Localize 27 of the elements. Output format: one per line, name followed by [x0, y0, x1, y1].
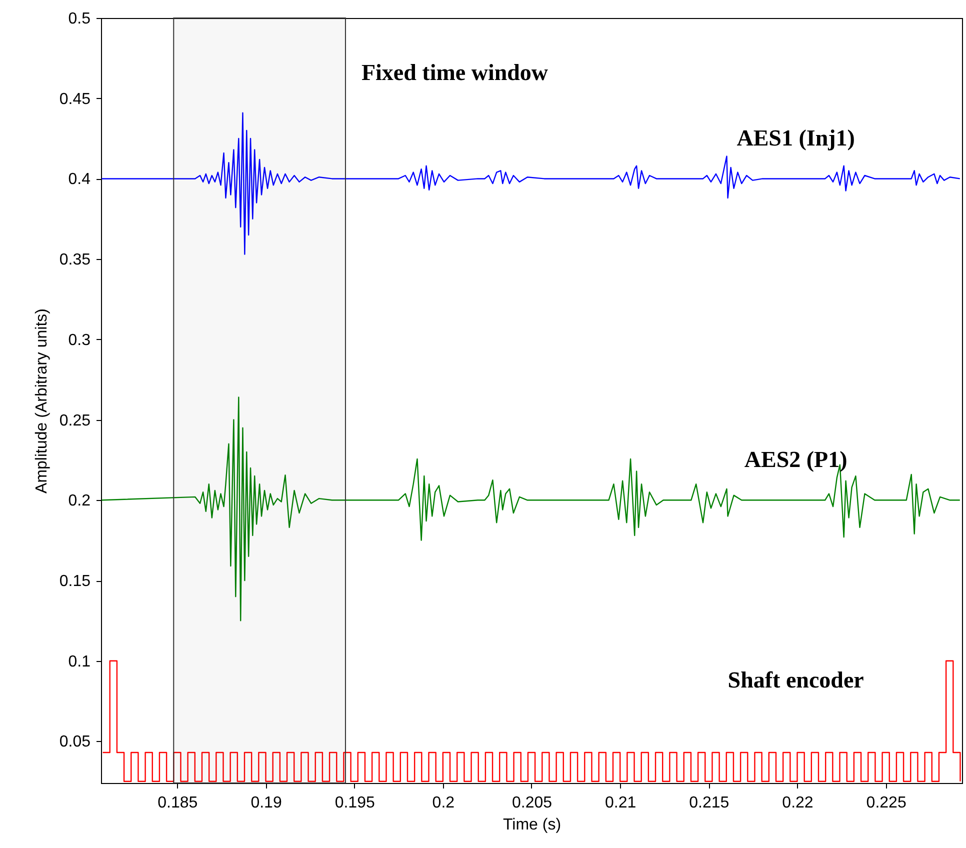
x-tick-label: 0.22 [782, 794, 814, 812]
x-tick-label: 0.225 [866, 794, 906, 812]
y-tick-label: 0.45 [59, 90, 91, 108]
x-tick-label: 0.2 [432, 794, 455, 812]
x-tick-label: 0.19 [250, 794, 282, 812]
x-tick-label: 0.21 [605, 794, 636, 812]
x-axis-title: Time (s) [502, 816, 562, 834]
y-tick-label: 0.3 [68, 332, 91, 349]
y-tick-label: 0.05 [59, 734, 91, 751]
y-axis-title: Amplitude (Arbitrary units) [33, 308, 50, 494]
series-label: AES2 (P1) [744, 447, 848, 472]
band-label: Fixed time window [361, 60, 548, 85]
line-series [101, 112, 960, 255]
y-tick-label: 0.25 [59, 412, 91, 430]
y-tick-label: 0.15 [59, 573, 91, 590]
y-tick-label: 0.1 [68, 653, 91, 670]
text: Shaft encoder [728, 667, 864, 692]
line-series [101, 396, 960, 622]
series-label: AES1 (Inj1) [736, 126, 855, 151]
y-tick-label: 0.5 [68, 10, 91, 28]
x-tick-label: 0.185 [158, 794, 198, 812]
x-tick-label: 0.215 [689, 794, 730, 812]
y-tick-label: 0.35 [59, 252, 91, 269]
x-tick-label: 0.195 [334, 794, 375, 812]
x-tick-label: 0.205 [512, 794, 552, 812]
y-tick-label: 0.2 [68, 492, 91, 510]
y-tick-label: 0.4 [68, 171, 91, 188]
